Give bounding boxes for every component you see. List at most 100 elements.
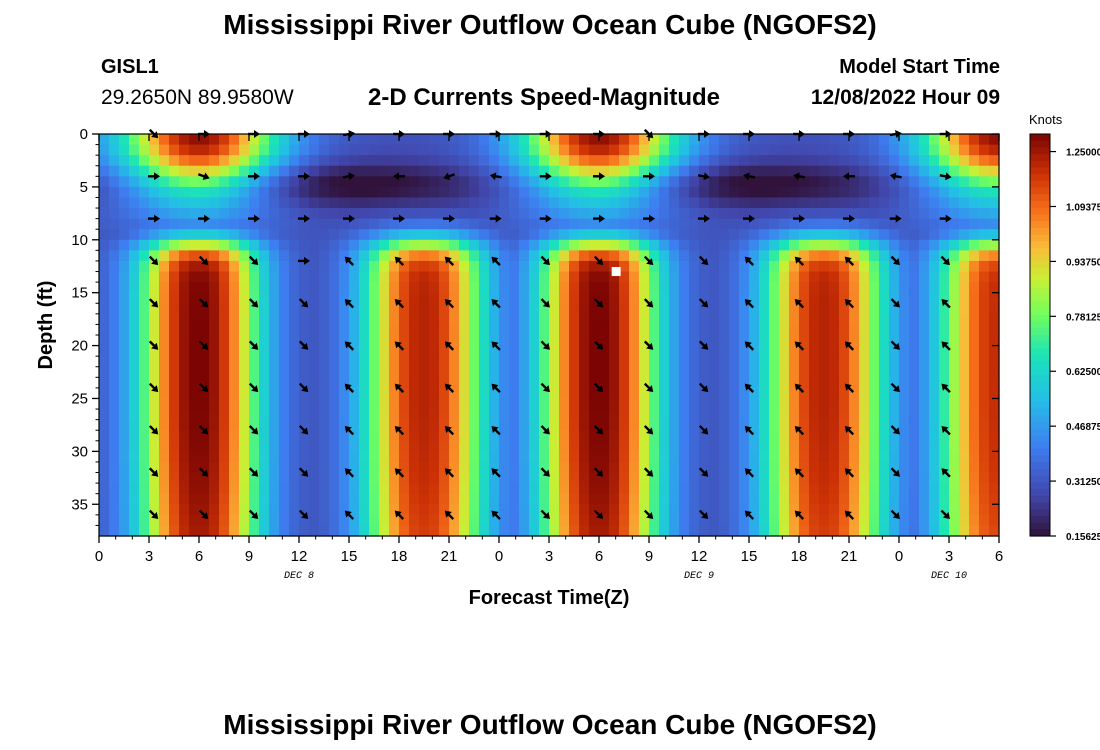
- heatmap-cell: [499, 282, 510, 294]
- heatmap-cell: [399, 472, 410, 484]
- heatmap-cell: [609, 409, 620, 421]
- heatmap-cell: [339, 419, 350, 431]
- heatmap-cell: [309, 483, 320, 495]
- heatmap-cell: [689, 345, 700, 357]
- heatmap-cell: [199, 186, 210, 199]
- heatmap-cell: [599, 218, 610, 230]
- heatmap-cell: [379, 229, 390, 241]
- heatmap-cell: [919, 218, 930, 230]
- heatmap-cell: [869, 335, 880, 347]
- colorbar-segment: [1030, 448, 1050, 457]
- colorbar-segment: [1030, 428, 1050, 437]
- heatmap-cell: [799, 197, 810, 209]
- heatmap-cell: [709, 292, 720, 304]
- heatmap-cell: [119, 271, 130, 283]
- heatmap-cell: [789, 144, 800, 156]
- heatmap-cell: [969, 271, 980, 283]
- heatmap-cell: [469, 282, 480, 294]
- heatmap-cell: [339, 218, 350, 230]
- heatmap-cell: [429, 387, 440, 400]
- current-arrow: [744, 256, 755, 266]
- heatmap-cell: [819, 218, 830, 230]
- heatmap-cell: [839, 239, 850, 251]
- heatmap-cell: [469, 218, 480, 230]
- heatmap-cell: [339, 282, 350, 294]
- heatmap-cell: [579, 366, 590, 378]
- current-arrow: [941, 383, 951, 393]
- heatmap-cell: [479, 292, 490, 304]
- heatmap-cell: [479, 483, 490, 495]
- heatmap-cell: [619, 260, 630, 273]
- heatmap-cell: [949, 197, 960, 209]
- heatmap-cell: [979, 335, 990, 347]
- y-tick-label: 10: [71, 232, 88, 249]
- heatmap-cell: [169, 313, 180, 326]
- heatmap-cell: [219, 440, 230, 452]
- heatmap-cell: [619, 144, 630, 156]
- heatmap-cell: [659, 186, 670, 199]
- heatmap-cell: [139, 324, 150, 336]
- heatmap-cell: [129, 134, 140, 146]
- heatmap-cell: [589, 144, 600, 156]
- heatmap-cell: [119, 218, 130, 230]
- heatmap-cell: [549, 335, 560, 347]
- heatmap-cell: [879, 525, 890, 537]
- heatmap-cell: [879, 229, 890, 241]
- heatmap-cell: [659, 440, 670, 452]
- x-tick-label: 9: [245, 548, 253, 565]
- heatmap-cell: [229, 387, 240, 400]
- heatmap-cell: [799, 356, 810, 368]
- heatmap-cell: [139, 303, 150, 315]
- heatmap-cell: [129, 313, 140, 326]
- current-arrow: [540, 425, 550, 435]
- heatmap-cell: [699, 377, 710, 389]
- heatmap-cell: [979, 229, 990, 241]
- heatmap-cell: [489, 461, 500, 474]
- heatmap-cell: [959, 208, 970, 220]
- heatmap-cell: [679, 451, 690, 463]
- heatmap-cell: [399, 525, 410, 537]
- heatmap-cell: [909, 356, 920, 368]
- heatmap-cell: [839, 483, 850, 495]
- heatmap-cell: [209, 239, 220, 251]
- heatmap-cell: [379, 155, 390, 167]
- heatmap-cell: [439, 208, 450, 220]
- heatmap-cell: [629, 493, 640, 505]
- heatmap-cell: [359, 218, 370, 230]
- heatmap-cell: [409, 504, 420, 516]
- heatmap-cell: [889, 282, 900, 294]
- heatmap-cell: [269, 176, 280, 188]
- heatmap-cell: [409, 430, 420, 442]
- current-arrow: [890, 255, 900, 266]
- heatmap-cell: [229, 493, 240, 505]
- heatmap-cell: [399, 409, 410, 421]
- heatmap-cell: [189, 208, 200, 220]
- heatmap-cell: [879, 324, 890, 336]
- heatmap-cell: [339, 356, 350, 368]
- heatmap-cell: [709, 208, 720, 220]
- heatmap-cell: [179, 335, 190, 347]
- x-tick-label: 0: [495, 548, 503, 565]
- heatmap-cell: [809, 282, 820, 294]
- heatmap-cell: [569, 324, 580, 336]
- heatmap-cell: [529, 398, 540, 410]
- heatmap-cell: [249, 345, 260, 357]
- heatmap-cell: [649, 377, 660, 389]
- heatmap-cell: [969, 282, 980, 294]
- heatmap-cell: [119, 472, 130, 484]
- heatmap-cell: [919, 472, 930, 484]
- heatmap-cell: [509, 208, 520, 220]
- heatmap-cell: [839, 377, 850, 389]
- heatmap-cell: [839, 440, 850, 452]
- heatmap-cell: [439, 218, 450, 230]
- heatmap-cell: [189, 176, 200, 188]
- heatmap-cell: [589, 324, 600, 336]
- heatmap-cell: [169, 345, 180, 357]
- heatmap-cell: [259, 260, 270, 273]
- heatmap-cell: [349, 472, 360, 484]
- heatmap-cell: [709, 356, 720, 368]
- heatmap-cell: [489, 366, 500, 378]
- heatmap-cell: [629, 271, 640, 283]
- heatmap-cell: [779, 504, 790, 516]
- heatmap-cell: [689, 186, 700, 199]
